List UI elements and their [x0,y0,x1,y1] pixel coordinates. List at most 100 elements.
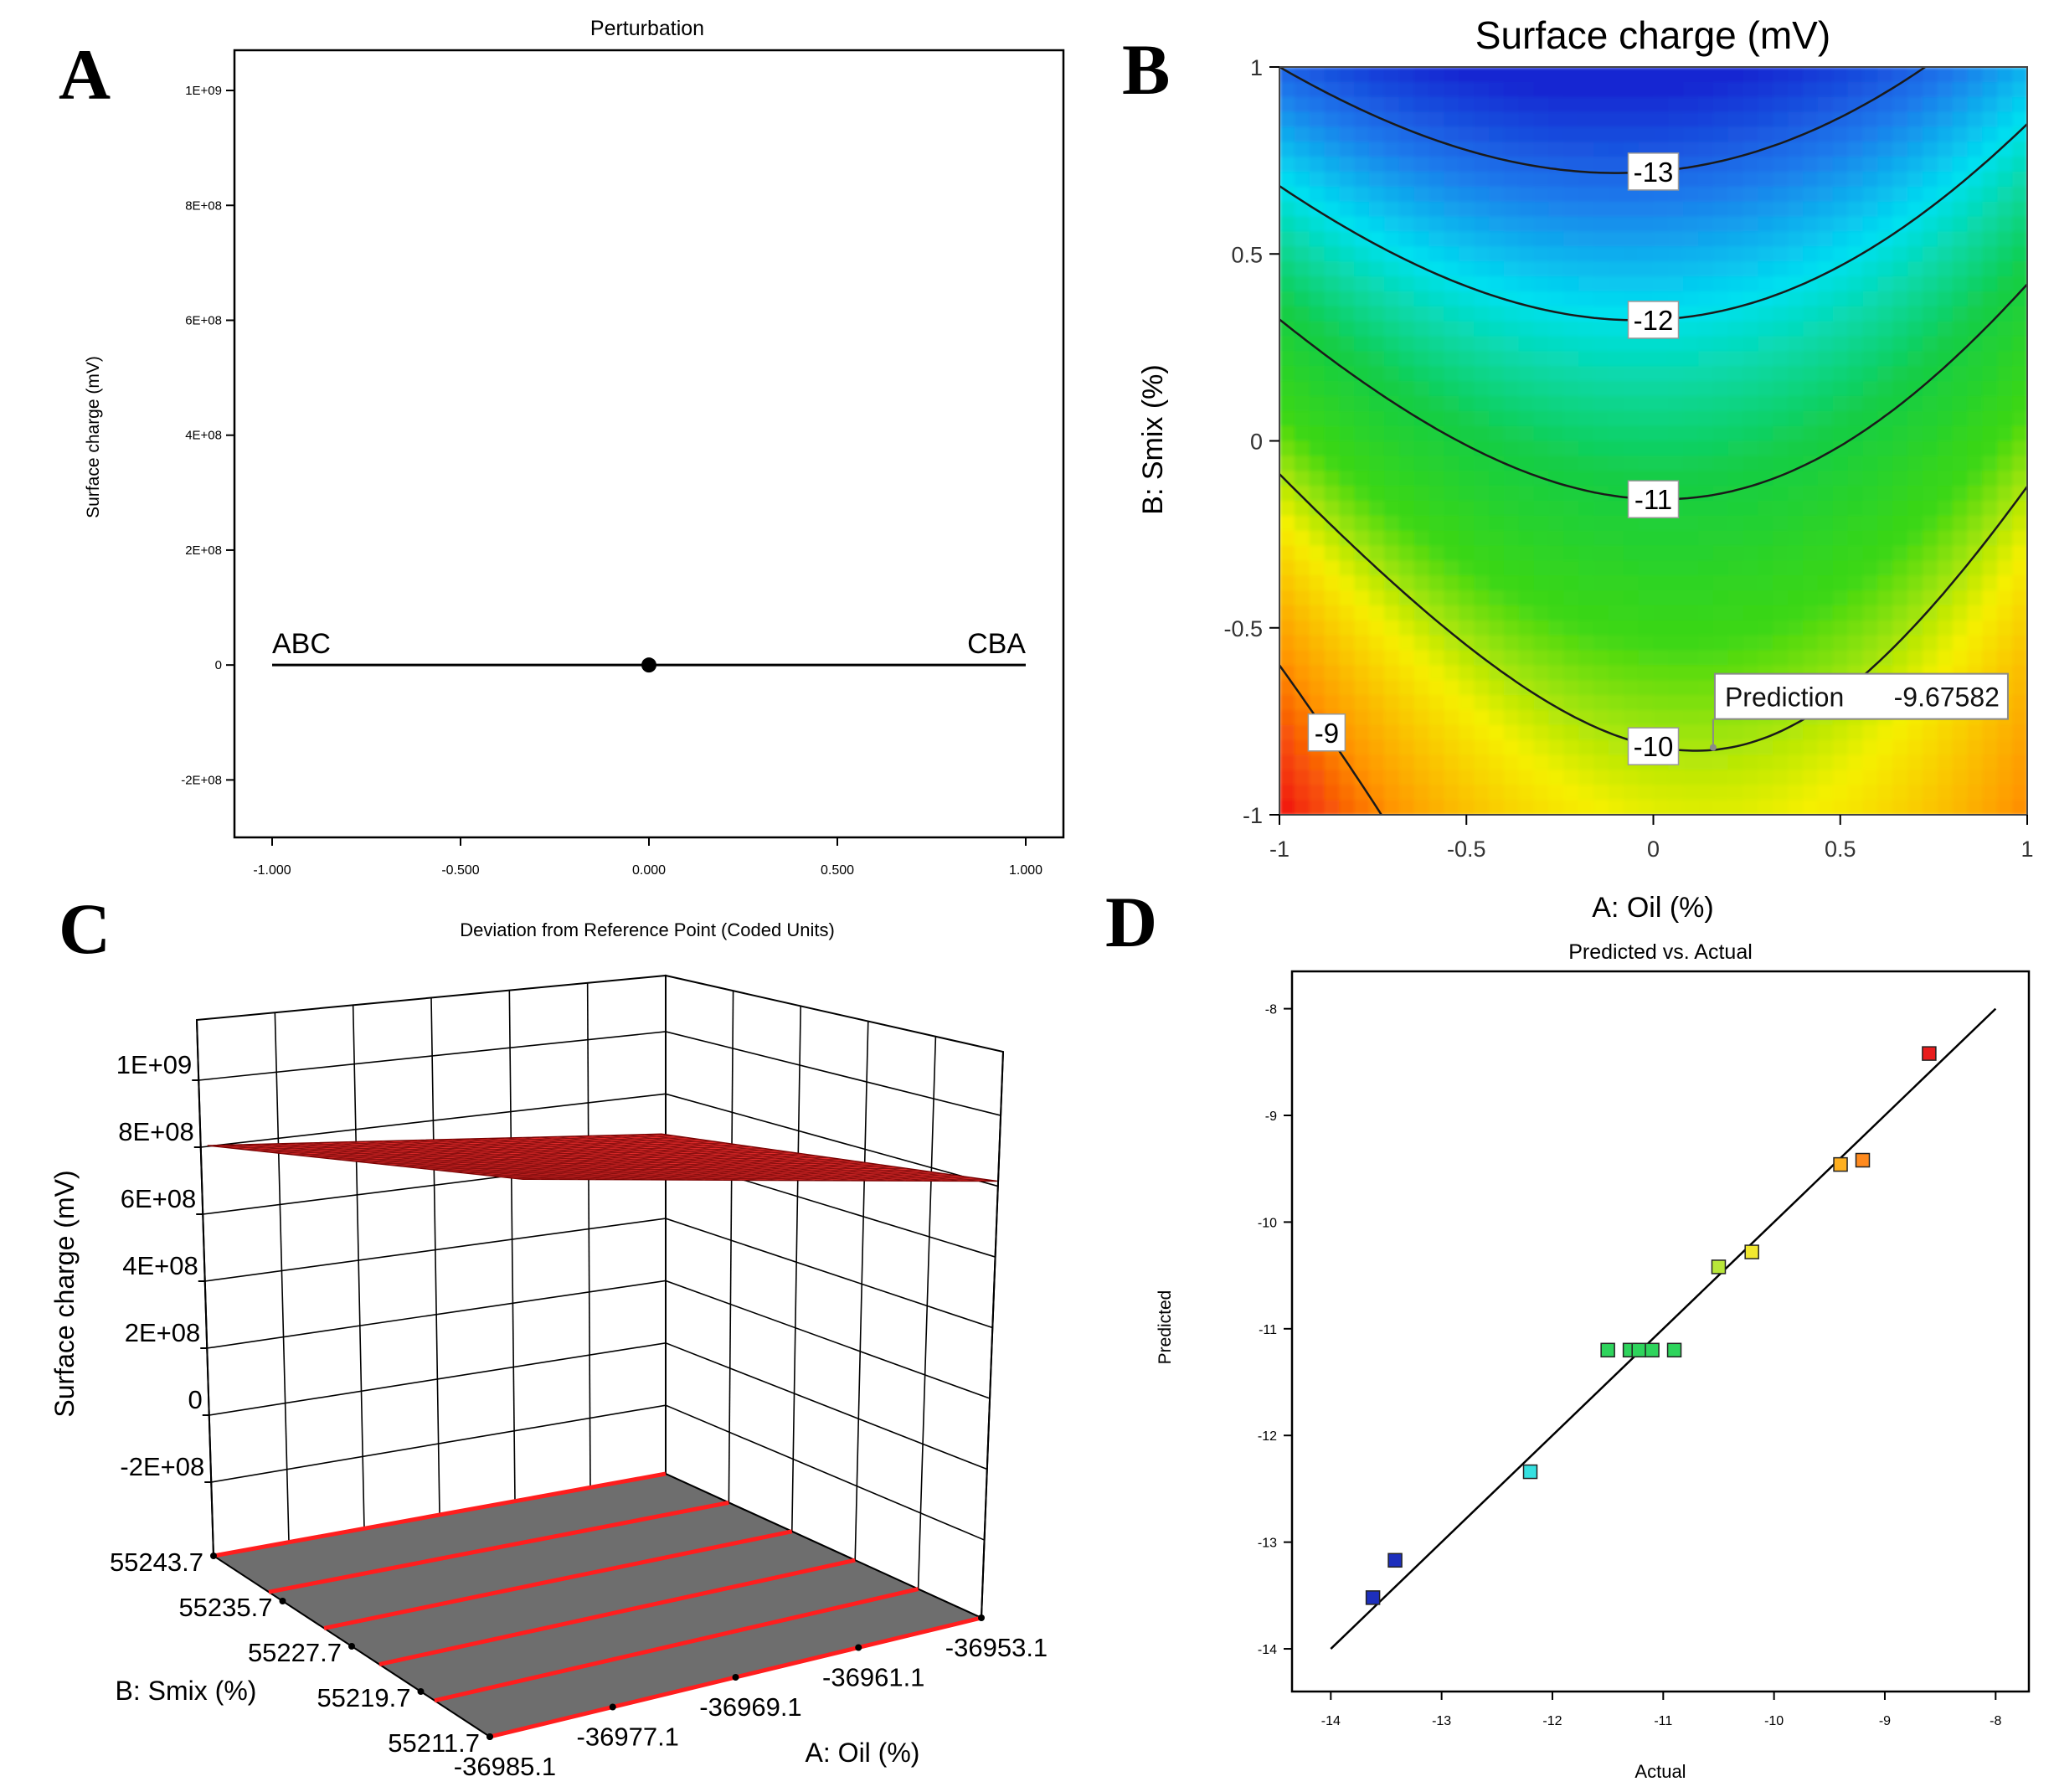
b-heat-cell [1937,425,1954,442]
b-heat-cell [1279,67,1295,83]
b-heat-cell [1444,246,1460,263]
b-heat-cell [1384,695,1400,711]
c-x-tick [732,1674,739,1681]
b-heat-cell [1623,67,1640,83]
b-heat-cell [1773,231,1789,248]
b-heat-cell [1907,291,1923,307]
chart-c-x-axis-label: A: Oil (%) [806,1738,920,1768]
b-heat-cell [1653,96,1670,113]
b-heat-cell [1743,351,1759,368]
b-heat-cell [1668,395,1685,412]
b-heat-cell [1892,635,1909,651]
b-heat-cell [1369,456,1385,472]
b-heat-cell [1563,456,1580,472]
b-heat-cell [1832,530,1849,547]
b-heat-cell [1877,366,1894,382]
b-heat-cell [1444,336,1460,353]
b-heat-cell [1398,800,1415,815]
b-heat-cell [1997,201,2014,218]
b-heat-cell [1474,96,1490,113]
b-heat-cell [1294,126,1310,143]
b-heat-cell [1847,201,1864,218]
b-heat-cell [1279,620,1295,636]
b-heat-cell [1563,739,1580,756]
b-heat-cell [1503,800,1520,815]
b-heat-cell [1623,96,1640,113]
b-heat-cell [1413,186,1430,203]
perturbation-chart: Perturbation -2E+0802E+084E+086E+088E+08… [84,17,1065,940]
b-heat-cell [1413,231,1430,248]
b-heat-cell [1294,81,1310,98]
b-heat-cell [1832,306,1849,322]
b-heat-cell [1803,456,1819,472]
b-heat-cell [1533,336,1550,353]
b-heat-cell [1922,111,1938,128]
b-heat-cell [1892,366,1909,382]
b-heat-cell [1593,425,1609,442]
b-heat-cell [1847,575,1864,591]
b-heat-cell [1444,440,1460,457]
b-heat-cell [1563,381,1580,397]
b-heat-cell [1698,635,1714,651]
b-heat-cell [1474,800,1490,815]
b-heat-cell [1862,440,1879,457]
b-heat-cell [1294,395,1310,412]
b-heat-cell [1967,111,1984,128]
b-heat-cell [1309,515,1326,532]
c-y-tick-label: 55243.7 [110,1547,203,1577]
b-heat-cell [1803,81,1819,98]
b-heat-cell [1398,695,1415,711]
b-heat-cell [1773,261,1789,277]
b-heat-cell [1503,650,1520,667]
b-heat-cell [1638,620,1655,636]
b-heat-cell [1773,800,1789,815]
b-heat-cell [1354,709,1371,726]
b-heat-cell [1967,261,1984,277]
b-heat-cell [1548,530,1565,547]
b-heat-cell [1474,306,1490,322]
b-heat-cell [1413,635,1430,651]
b-heat-cell [1817,560,1834,577]
b-heat-cell [1444,635,1460,651]
b-heat-cell [1563,261,1580,277]
b-heat-cell [1683,261,1699,277]
b-heat-cell [1608,261,1624,277]
b-heat-cell [1533,351,1550,368]
b-heat-cell [1892,590,1909,606]
b-heat-cell [1578,67,1594,83]
b-x-tick-label: 0.5 [1825,837,1856,862]
b-heat-cell [1608,126,1624,143]
b-heat-cell [1727,381,1744,397]
chart-d-title: Predicted vs. Actual [1568,940,1753,964]
b-heat-cell [1638,111,1655,128]
b-heat-cell [1982,471,1999,487]
b-heat-cell [1413,366,1430,382]
b-heat-cell [1533,157,1550,173]
b-heat-cell [1743,157,1759,173]
b-heat-cell [1803,530,1819,547]
b-heat-cell [1578,724,1594,741]
b-heat-cell [1608,276,1624,292]
b-heat-cell [1862,800,1879,815]
b-heat-cell [1653,216,1670,233]
b-heat-cell [1862,172,1879,188]
b-heat-cell [1817,530,1834,547]
b-heat-cell [1459,530,1475,547]
b-heat-cell [1489,500,1505,517]
b-heat-cell [1429,590,1445,606]
b-heat-cell [1398,620,1415,636]
b-heat-cell [1503,216,1520,233]
b-heat-cell [1668,246,1685,263]
b-heat-cell [1459,545,1475,562]
b-heat-cell [1354,246,1371,263]
b-heat-cell [1324,126,1341,143]
b-heat-cell [1638,96,1655,113]
b-heat-cell [1743,440,1759,457]
b-heat-cell [1369,724,1385,741]
b-heat-cell [1503,111,1520,128]
b-heat-cell [1369,336,1385,353]
b-heat-cell [1608,695,1624,711]
b-heat-cell [1758,231,1774,248]
b-heat-cell [1727,276,1744,292]
b-heat-cell [1862,186,1879,203]
